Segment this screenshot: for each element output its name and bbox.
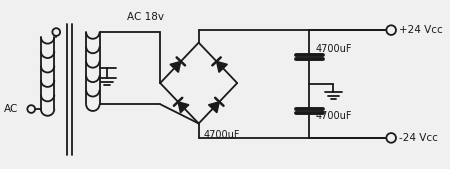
Polygon shape (170, 61, 181, 72)
Text: AC 18v: AC 18v (126, 12, 163, 22)
Circle shape (387, 25, 396, 35)
Polygon shape (208, 102, 219, 113)
Text: 4700uF: 4700uF (203, 130, 240, 140)
Circle shape (27, 105, 35, 113)
Circle shape (387, 133, 396, 143)
Text: -24 Vcc: -24 Vcc (399, 133, 438, 143)
Text: +24 Vcc: +24 Vcc (399, 25, 443, 35)
Text: 4700uF: 4700uF (315, 44, 351, 54)
Text: 4700uF: 4700uF (315, 111, 351, 121)
Polygon shape (178, 102, 189, 113)
Text: AC: AC (4, 104, 18, 114)
Circle shape (52, 28, 60, 36)
Polygon shape (216, 61, 227, 72)
